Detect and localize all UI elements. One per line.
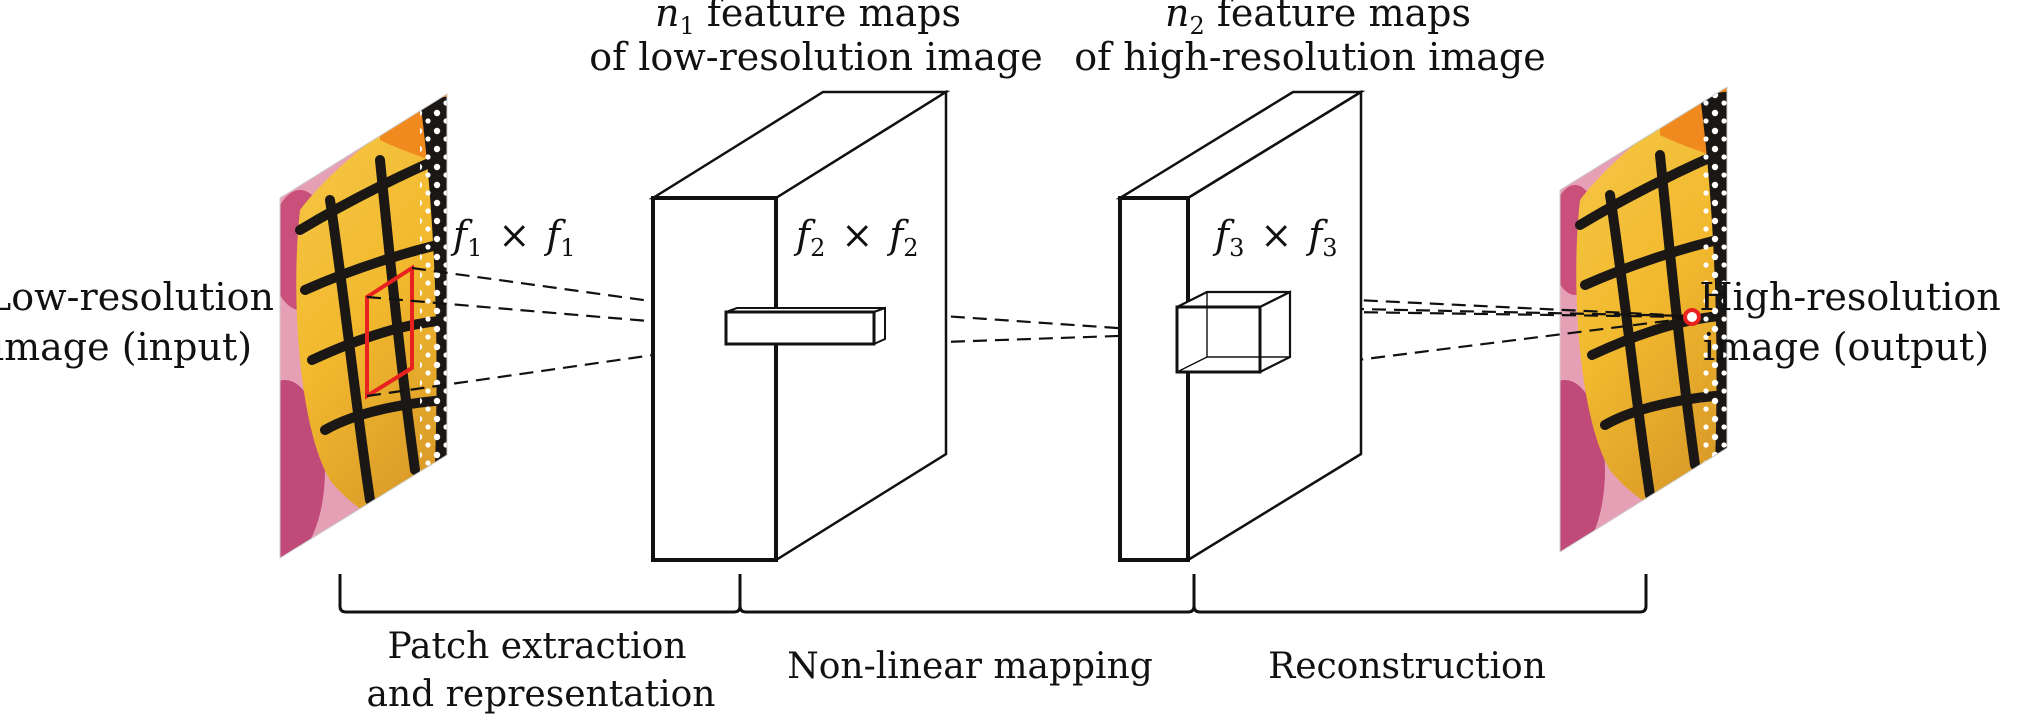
projection-lines <box>366 266 1691 398</box>
layer1-caption-line1: n1 feature maps <box>655 0 961 40</box>
filter-box-2 <box>724 306 886 346</box>
output-label-line1: High-resolution <box>1699 275 2000 319</box>
filter-box-3 <box>1175 290 1292 374</box>
input-label-line1: Low-resolution <box>0 275 274 319</box>
stage-brackets <box>338 574 1648 614</box>
filter3-label: f3 × f3 <box>1212 213 1338 262</box>
output-pixel <box>1683 308 1701 326</box>
feature-maps-block-1 <box>648 89 951 563</box>
stage3-label: Reconstruction <box>1268 646 1546 687</box>
output-label-line2: image (output) <box>1703 325 1989 369</box>
layer2-caption-line1: n2 feature maps <box>1165 0 1471 40</box>
input-patch <box>365 264 414 400</box>
stage1-label-line1: Patch extraction <box>387 626 686 667</box>
filter1-label: f1 × f1 <box>450 213 576 262</box>
stage1-label-line2: and representation <box>367 674 716 715</box>
input-label-line2: image (input) <box>0 325 252 369</box>
stage2-label: Non-linear mapping <box>787 646 1153 687</box>
layer2-caption-line2: of high-resolution image <box>1074 35 1545 79</box>
layer1-caption-line2: of low-resolution image <box>589 35 1043 79</box>
input-image <box>280 94 447 558</box>
